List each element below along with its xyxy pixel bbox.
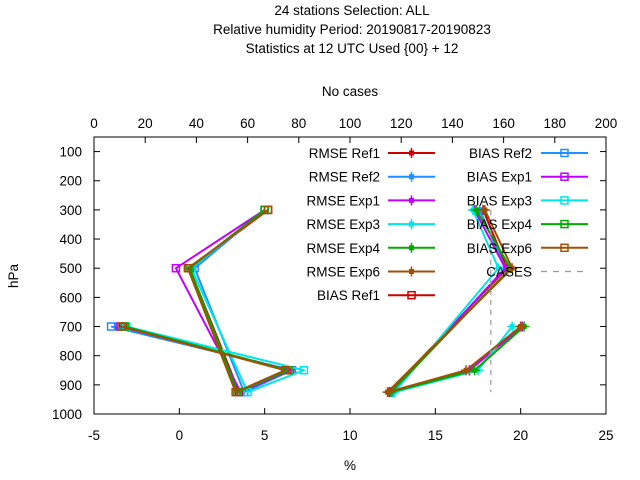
series-11-point-3 [183, 263, 193, 273]
legend-label: RMSE Exp4 [306, 241, 380, 256]
x2-tick-label: 40 [189, 116, 204, 131]
legend-marker-11 [560, 243, 569, 253]
legend-label: RMSE Exp6 [306, 265, 380, 280]
x-tick-label: -5 [88, 428, 100, 443]
legend-label: BIAS Ref1 [317, 288, 380, 303]
y-tick-label: 500 [59, 261, 82, 276]
legend-label: RMSE Exp1 [306, 193, 380, 208]
x2-tick-label: 20 [138, 116, 153, 131]
legend-label: CASES [486, 265, 532, 280]
x2-tick-label: 60 [240, 116, 255, 131]
series-8-point-3 [171, 263, 181, 273]
x2-tick-label: 120 [390, 116, 413, 131]
x2-tick-label: 160 [492, 116, 515, 131]
x2-tick-label: 80 [291, 116, 306, 131]
series-line-9 [126, 209, 305, 394]
legend-label: RMSE Ref1 [309, 146, 380, 161]
x2-tick-label: 180 [544, 116, 567, 131]
x-tick-label: 15 [428, 428, 443, 443]
x-tick-label: 10 [342, 428, 357, 443]
series-7-point-0 [106, 322, 116, 331]
series-11-point-2 [231, 387, 240, 397]
x-tick-label: 0 [176, 428, 184, 443]
y-axis-label: hPa [6, 264, 21, 289]
legend-label: BIAS Ref2 [469, 146, 532, 161]
axis-ticks: -5 0 5 10 15 20 25 0 20 40 60 80 100 120 140 160 180 200 1… [52, 116, 617, 443]
chart-title-line-1: 24 stations Selection: ALL [274, 3, 430, 18]
series-line-11 [121, 209, 287, 394]
legend-label: BIAS Exp1 [467, 170, 532, 185]
y-tick-label: 200 [59, 174, 82, 189]
series-9-point-1 [299, 366, 309, 375]
legend-label: BIAS Exp3 [467, 193, 532, 208]
series-layer [106, 204, 530, 398]
series-line-2 [389, 209, 524, 394]
x2-axis-label: No cases [322, 84, 379, 99]
x-tick-label: 25 [598, 428, 613, 443]
x-tick-label: 20 [513, 428, 528, 443]
series-line-5 [386, 209, 522, 394]
x2-tick-label: 140 [441, 116, 464, 131]
legend-label: RMSE Ref2 [309, 170, 380, 185]
y-tick-label: 900 [59, 378, 82, 393]
series-11-point-4 [263, 205, 273, 215]
series-11-point-1 [280, 366, 290, 375]
legend-label: RMSE Exp3 [306, 217, 380, 232]
legend-label: BIAS Exp4 [467, 217, 533, 232]
legend-marker-6 [407, 290, 416, 300]
x2-tick-label: 200 [595, 116, 618, 131]
legend: RMSE Ref1 RMSE Ref2 RMSE Exp1 RMSE Exp3 RMSE… [306, 146, 588, 303]
legend-label: BIAS Exp6 [467, 241, 532, 256]
x-tick-label: 5 [261, 428, 269, 443]
series-line-4 [389, 209, 525, 394]
legend-marker-9 [560, 196, 569, 205]
x-axis-label: % [344, 458, 356, 473]
x2-tick-label: 100 [339, 116, 362, 131]
y-tick-label: 600 [59, 290, 82, 305]
y-tick-label: 1000 [52, 407, 82, 422]
series-line-0 [388, 209, 522, 394]
legend-marker-8 [560, 172, 569, 181]
y-tick-label: 800 [59, 349, 82, 364]
series-line-1 [391, 209, 522, 394]
legend-marker-7 [560, 148, 569, 158]
x2-tick-label: 0 [90, 116, 98, 131]
y-tick-label: 700 [59, 320, 82, 335]
chart-title-line-3: Statistics at 12 UTC Used {00} + 12 [246, 41, 459, 56]
y-tick-label: 300 [59, 203, 82, 218]
chart-title-line-2: Relative humidity Period: 20190817-20190… [213, 22, 491, 37]
y-tick-label: 100 [59, 145, 82, 160]
series-11-point-0 [117, 322, 126, 331]
y-tick-label: 400 [59, 232, 82, 247]
legend-marker-10 [560, 219, 569, 229]
